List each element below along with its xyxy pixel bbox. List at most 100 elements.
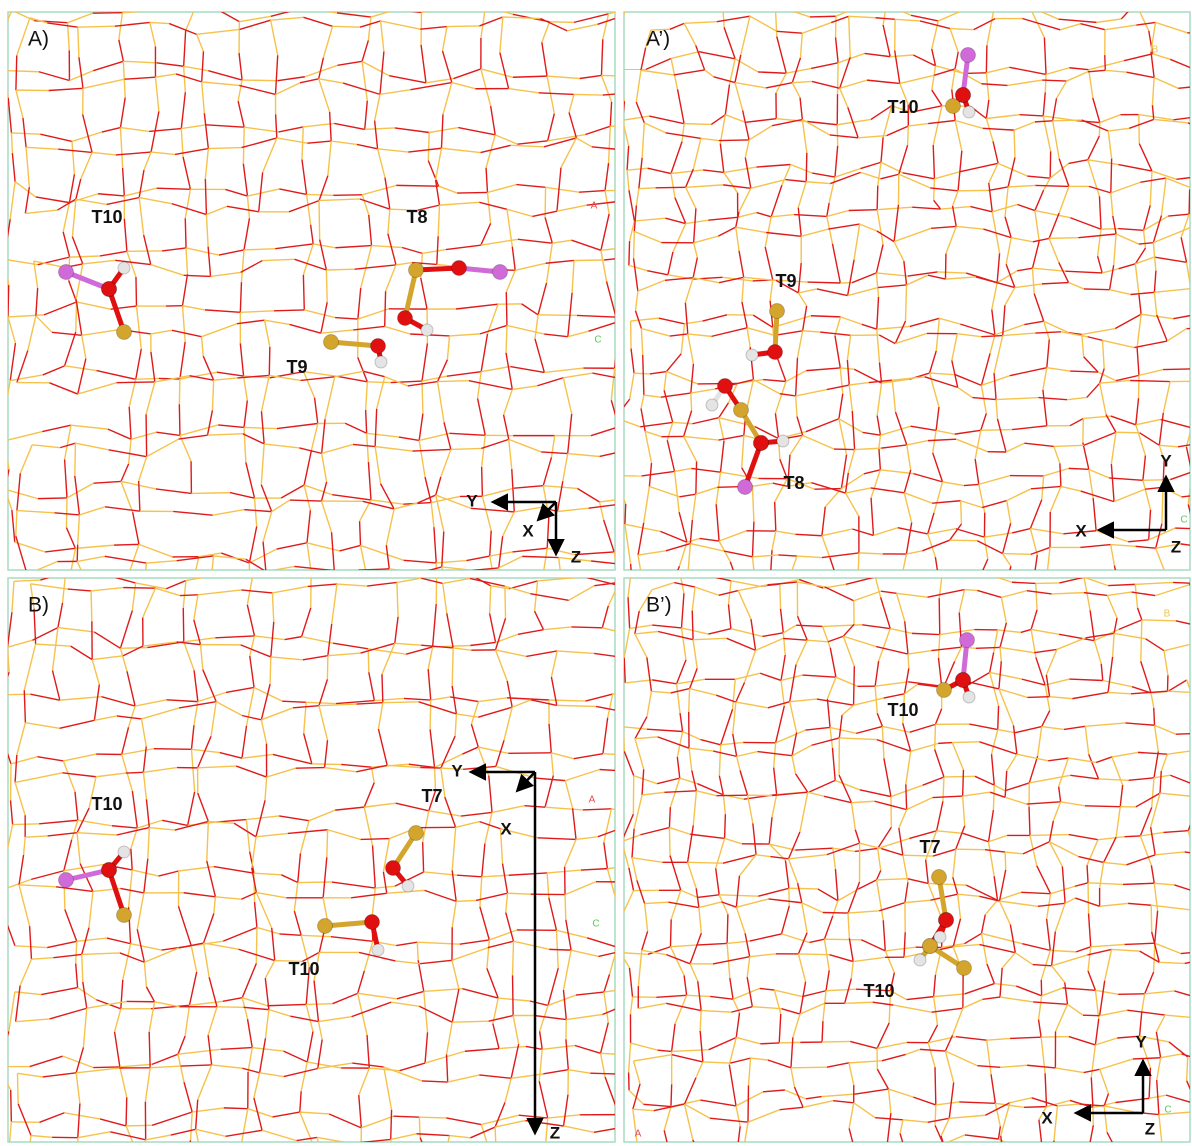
o-si-bond [496, 740, 504, 766]
si-o-bond [822, 536, 830, 558]
si-o-bond [729, 1037, 736, 1064]
si-o-bond [155, 74, 176, 77]
o-si-bond [421, 45, 426, 83]
si-o-bond [984, 537, 987, 559]
o-si-bond [684, 975, 687, 995]
si-o-bond [384, 1067, 392, 1110]
o-si-bond [514, 486, 543, 489]
si-o-bond [1006, 238, 1011, 265]
o-si-bond [639, 158, 642, 189]
si-o-bond [724, 167, 757, 172]
o-si-bond [934, 69, 955, 75]
si-o-bond [616, 317, 618, 339]
si-o-bond [690, 964, 698, 981]
o-si-bond [1033, 241, 1040, 268]
o-si-bond [651, 0, 669, 9]
si-o-bond [630, 373, 634, 399]
o-si-bond [907, 997, 934, 1000]
o-si-bond [904, 668, 908, 693]
si-o-bond [505, 586, 506, 618]
o-si-bond [447, 1054, 448, 1082]
si-o-bond [737, 756, 740, 770]
si-o-bond [1161, 754, 1167, 771]
o-si-bond [949, 1083, 953, 1119]
atom [452, 261, 467, 276]
o-si-bond [1024, 443, 1054, 446]
o-si-bond [913, 1097, 935, 1105]
si-o-bond [895, 19, 920, 21]
si-o-bond [263, 512, 272, 542]
o-si-bond [795, 848, 833, 850]
si-o-bond [129, 870, 133, 907]
o-si-bond [319, 176, 328, 201]
o-si-bond [674, 36, 677, 75]
o-si-bond [460, 940, 490, 944]
o-si-bond [684, 473, 687, 498]
si-o-bond [419, 433, 449, 440]
si-o-bond [197, 3, 211, 6]
si-o-bond [747, 957, 750, 977]
si-o-bond [254, 1073, 260, 1098]
o-si-bond [12, 510, 15, 542]
o-si-bond [364, 783, 374, 807]
si-o-bond [196, 1129, 226, 1136]
o-si-bond [417, 1134, 450, 1136]
si-o-bond [1114, 234, 1116, 265]
si-o-bond [635, 737, 658, 739]
o-si-bond [10, 343, 15, 381]
si-o-bond [1154, 78, 1178, 89]
o-si-bond [910, 318, 939, 326]
si-o-bond [510, 622, 540, 629]
o-si-bond [710, 996, 733, 999]
o-si-bond [997, 419, 1006, 452]
si-o-bond [892, 380, 895, 412]
o-si-bond [402, 248, 422, 254]
o-si-bond [1120, 785, 1122, 807]
si-o-bond [861, 172, 881, 178]
o-si-bond [1140, 178, 1166, 182]
si-o-bond [690, 689, 717, 696]
si-o-bond [487, 192, 490, 223]
o-si-bond [172, 204, 207, 215]
o-si-bond [822, 1021, 823, 1042]
o-si-bond [1164, 831, 1189, 833]
o-si-bond [425, 1032, 427, 1063]
o-si-bond [65, 332, 76, 366]
si-o-bond [1007, 754, 1017, 771]
si-o-bond [272, 500, 290, 512]
o-si-bond [276, 55, 278, 94]
o-si-bond [1175, 528, 1192, 529]
si-o-bond [638, 1003, 666, 1008]
si-o-bond [27, 562, 57, 575]
si-o-bond [301, 935, 331, 936]
si-o-bond [198, 692, 226, 701]
o-si-bond [30, 694, 59, 700]
si-o-bond [854, 698, 884, 705]
si-o-bond [957, 334, 981, 337]
si-o-bond [189, 1001, 222, 1005]
o-si-bond [468, 573, 490, 585]
o-si-bond [330, 112, 332, 141]
o-si-bond [208, 247, 210, 277]
si-o-bond [36, 316, 52, 333]
si-o-bond [551, 753, 573, 759]
si-o-bond [443, 583, 447, 613]
si-o-bond [941, 1118, 949, 1136]
o-si-bond [24, 690, 25, 723]
o-si-bond [615, 354, 620, 377]
si-o-bond [616, 2, 629, 34]
si-o-bond [687, 995, 711, 996]
si-o-bond [495, 650, 526, 657]
si-o-bond [256, 833, 288, 836]
si-o-bond [1036, 583, 1037, 609]
si-o-bond [1144, 230, 1146, 248]
si-o-bond [509, 439, 512, 469]
o-si-bond [1095, 1019, 1098, 1045]
si-o-bond [741, 16, 750, 55]
o-si-bond [666, 576, 693, 577]
o-si-bond [557, 481, 562, 511]
atom [768, 345, 783, 360]
si-o-bond [797, 582, 824, 587]
site-label: T10 [91, 207, 122, 227]
si-o-bond [563, 454, 568, 482]
